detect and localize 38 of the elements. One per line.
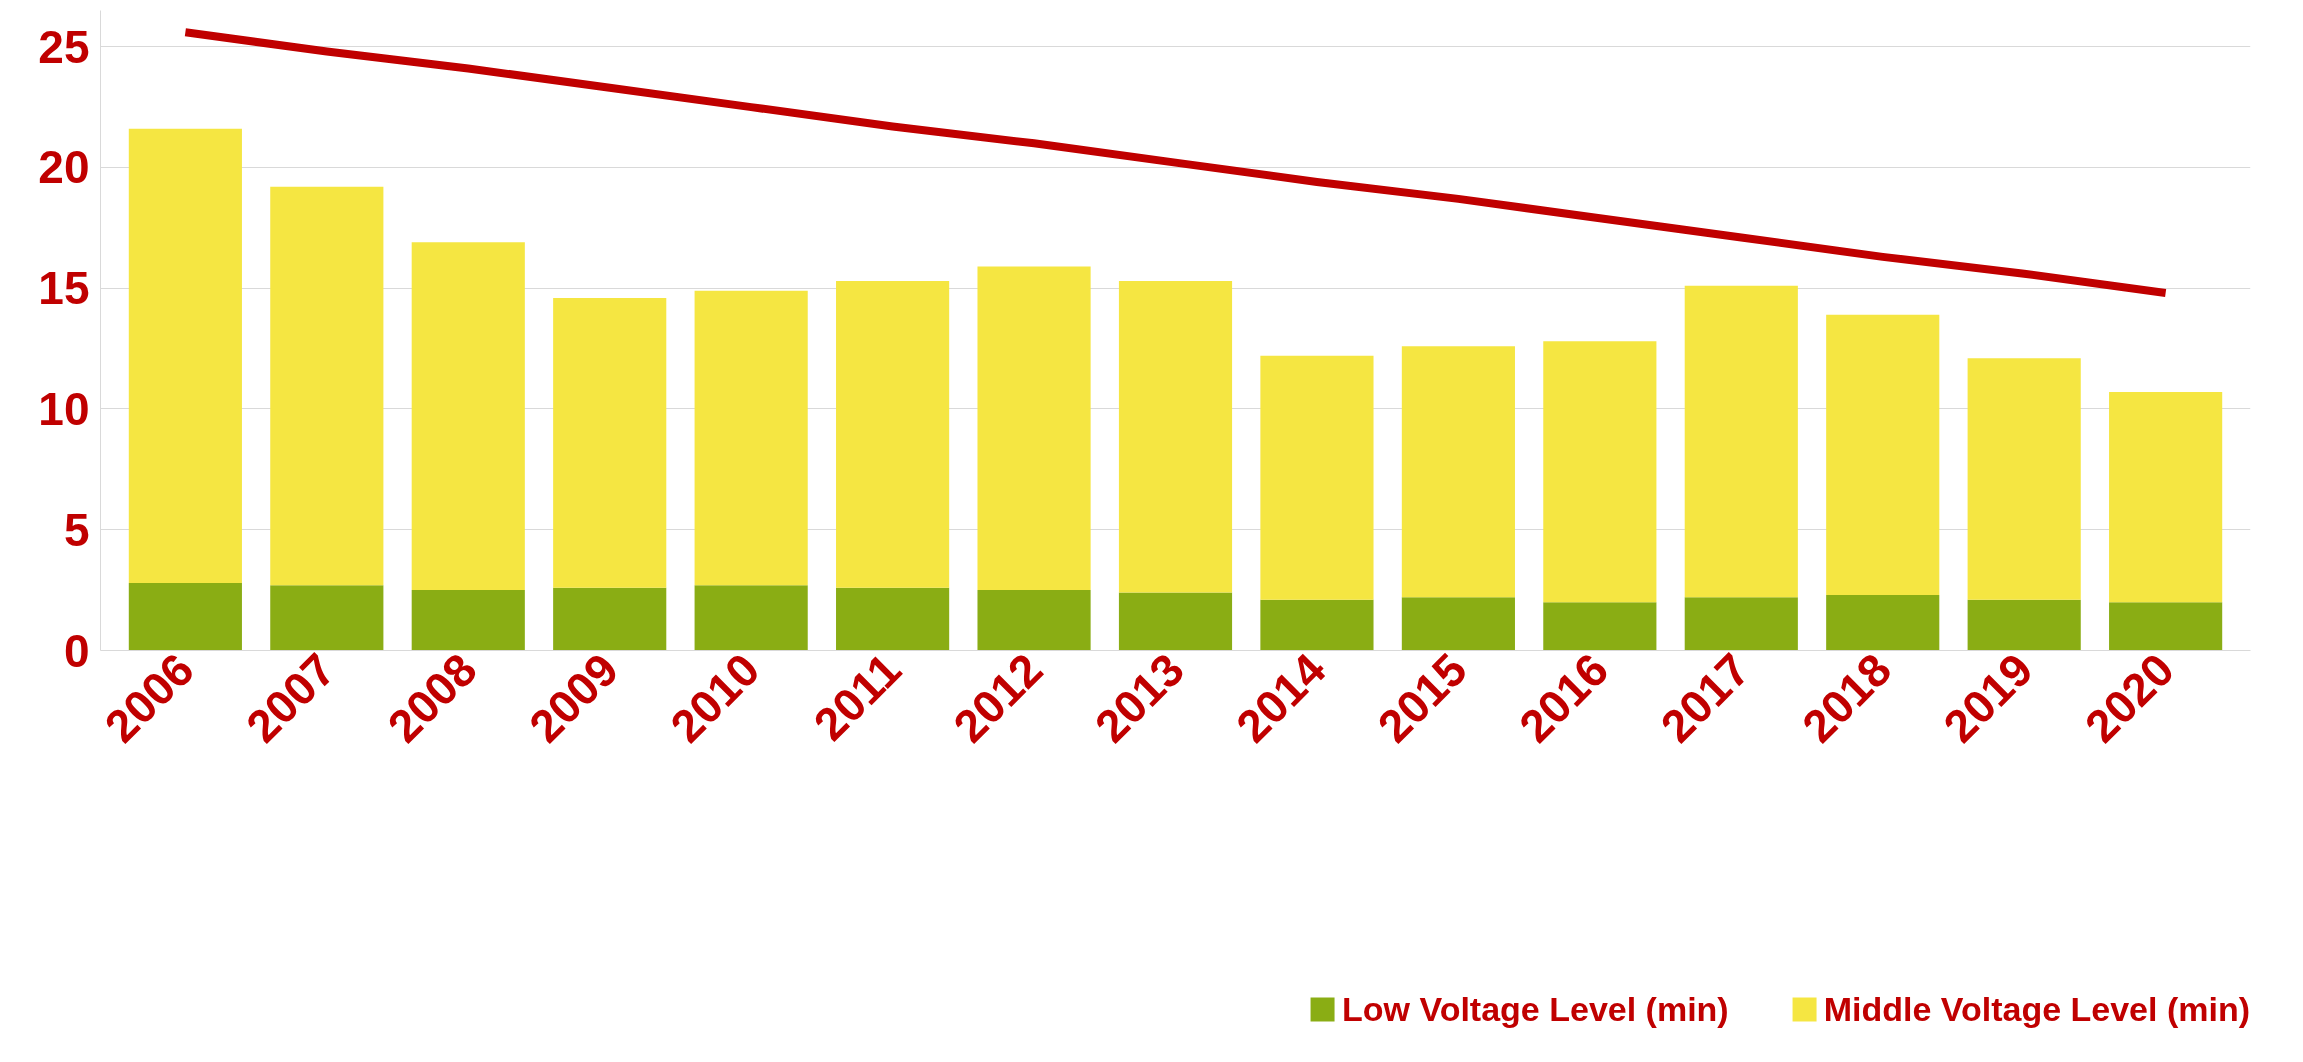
- bar: [1684, 285, 1798, 598]
- bar: [411, 242, 525, 591]
- y-tick-label: 15: [38, 262, 90, 315]
- bar: [1401, 597, 1515, 651]
- bar: [128, 582, 242, 651]
- bar: [1401, 346, 1515, 598]
- legend-label: Middle Voltage Level (min): [1823, 989, 2250, 1029]
- y-tick-label: 25: [38, 20, 90, 73]
- bar: [836, 280, 950, 588]
- bar: [128, 128, 242, 583]
- bar: [1684, 597, 1798, 651]
- y-tick-label: 0: [63, 624, 90, 677]
- bar: [553, 587, 667, 651]
- bar: [836, 587, 950, 651]
- bar: [553, 297, 667, 588]
- bar: [1543, 341, 1657, 603]
- bar: [1543, 602, 1657, 651]
- bar: [1967, 358, 2081, 600]
- y-tick-label: 5: [63, 503, 90, 556]
- bar: [977, 266, 1091, 591]
- bar: [1826, 594, 1940, 651]
- bar: [270, 585, 384, 651]
- bar: [1118, 280, 1233, 593]
- y-tick-label: 10: [38, 382, 90, 435]
- bar: [1260, 599, 1374, 651]
- bar: [270, 186, 384, 586]
- y-tick-label: 20: [38, 141, 90, 194]
- bar: [1118, 592, 1233, 651]
- bar: [2109, 392, 2223, 603]
- legend-label: Low Voltage Level (min): [1342, 989, 1729, 1029]
- bar: [694, 585, 808, 651]
- bar: [1826, 314, 1940, 595]
- bar: [2109, 602, 2223, 651]
- bar: [694, 290, 808, 586]
- bar: [411, 590, 525, 651]
- bar: [1967, 599, 2081, 651]
- bar: [977, 590, 1091, 651]
- bar: [1260, 355, 1374, 600]
